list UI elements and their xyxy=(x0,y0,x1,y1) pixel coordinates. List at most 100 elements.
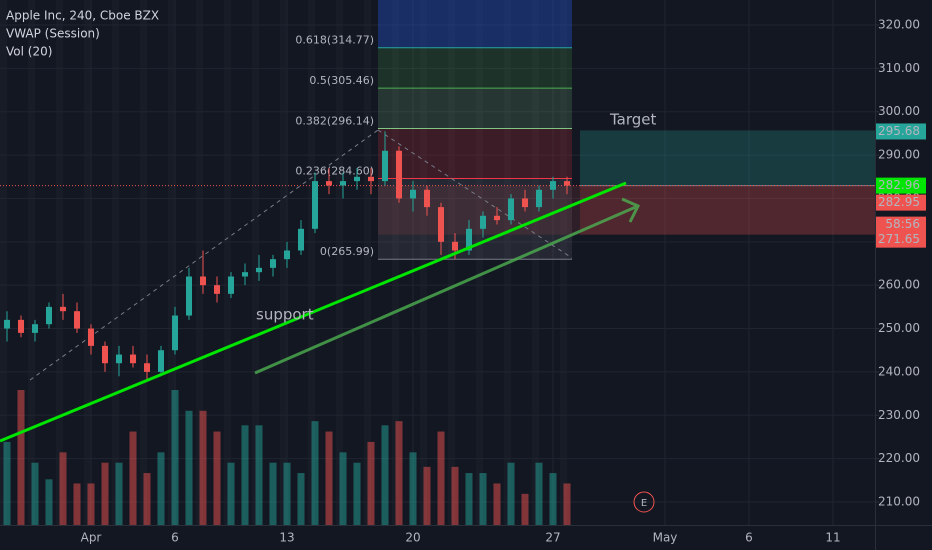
y-tick-label: 290.00 xyxy=(878,148,920,162)
position-history xyxy=(378,185,580,235)
session-stripe xyxy=(308,0,315,525)
countdown: 58:56 xyxy=(885,217,920,231)
candle-body xyxy=(144,363,150,372)
trend-arrow xyxy=(254,197,641,375)
volume-bar xyxy=(451,466,459,525)
fib-level-label: 0.382(296.14) xyxy=(295,114,374,127)
fib-trend-line xyxy=(377,129,573,259)
volume-bar xyxy=(101,462,109,525)
volume-bar xyxy=(255,425,263,525)
volume-bar xyxy=(465,473,473,525)
volume-bar xyxy=(3,441,11,525)
volume-bar xyxy=(171,390,179,525)
session-stripe xyxy=(168,0,175,525)
candle-body xyxy=(18,319,24,333)
candle-body xyxy=(172,315,178,351)
session-stripe xyxy=(84,0,91,525)
fib-band xyxy=(378,128,572,179)
support-line xyxy=(0,181,627,443)
legend: Apple Inc, 240, Cboe BZX VWAP (Session) … xyxy=(6,9,159,59)
candle-body xyxy=(340,181,346,186)
candle-body xyxy=(4,319,10,329)
candle-body xyxy=(382,150,388,182)
session-stripe xyxy=(112,0,119,525)
fib-band xyxy=(378,0,572,48)
x-tick-label: 6 xyxy=(745,531,753,545)
candle-body xyxy=(116,354,122,364)
volume-bar xyxy=(199,410,207,525)
target-price-tag: 295.68 xyxy=(878,124,920,138)
session-stripe xyxy=(56,0,63,525)
volume-bar xyxy=(283,462,291,525)
x-tick-label: Apr xyxy=(81,531,102,545)
y-tick-label: 230.00 xyxy=(878,408,920,422)
volume-bar xyxy=(535,462,543,525)
volume-bar xyxy=(185,410,193,525)
volume-bar xyxy=(325,431,333,525)
y-tick-label: 250.00 xyxy=(878,321,920,335)
y-tick-label: 300.00 xyxy=(878,104,920,118)
volume-bar xyxy=(227,462,235,525)
session-stripe xyxy=(252,0,259,525)
target-price-tag-bg xyxy=(876,123,926,140)
candle-body xyxy=(410,189,416,199)
candle-body xyxy=(438,207,444,242)
background-layer xyxy=(0,0,875,525)
last-price-tag-bg xyxy=(876,177,926,194)
volume-bar xyxy=(31,462,39,525)
session-stripe xyxy=(196,0,203,525)
candle-body xyxy=(74,311,80,329)
candle-body xyxy=(452,241,458,251)
candle-body xyxy=(536,189,542,208)
volume-bar xyxy=(269,462,277,525)
y-tick-label: 210.00 xyxy=(878,494,920,508)
stop-zone xyxy=(580,185,875,235)
candle-body xyxy=(46,306,52,325)
volume-bar xyxy=(395,421,403,525)
x-tick-label: May xyxy=(653,531,678,545)
session-stripe xyxy=(28,0,35,525)
last-price-tag: 282.96 xyxy=(878,178,920,192)
candle-body xyxy=(564,181,570,186)
candle-body xyxy=(508,198,514,221)
y-tick-label: 240.00 xyxy=(878,364,920,378)
x-tick-label: 13 xyxy=(279,531,294,545)
target-annotation: Target xyxy=(609,111,657,129)
candle-body xyxy=(494,215,500,221)
candle-body xyxy=(256,267,262,273)
session-stripe xyxy=(280,0,287,525)
volume-bar xyxy=(45,479,53,525)
candle-body xyxy=(214,285,220,294)
volume-bar xyxy=(549,473,557,525)
session-stripe xyxy=(224,0,231,525)
earnings-marker xyxy=(633,491,655,513)
y-tick-label: 320.00 xyxy=(878,18,920,32)
volume-bar xyxy=(73,483,81,525)
session-stripe xyxy=(364,0,371,525)
axis-layer: 210.00 220.00 230.00 240.00 250.00 260.00 27 0.… xyxy=(81,18,926,545)
volume-bar xyxy=(297,473,305,525)
volume-bar xyxy=(87,483,95,525)
countdown-bg xyxy=(876,216,926,233)
candle-body xyxy=(480,215,486,229)
volume-bar xyxy=(423,466,431,525)
volume-bar xyxy=(479,473,487,525)
candle-body xyxy=(522,198,528,208)
volume-bar xyxy=(129,431,137,525)
candle-body xyxy=(186,276,192,316)
volume-bar xyxy=(353,462,361,525)
candle-body xyxy=(368,176,374,182)
candle-body xyxy=(396,150,402,199)
y-tick-label: 310.00 xyxy=(878,61,920,75)
candle-body xyxy=(466,228,472,251)
candle-body xyxy=(88,328,94,346)
stop-price-tag-bg xyxy=(876,231,926,248)
symbol-title: Apple Inc, 240, Cboe BZX xyxy=(6,9,159,23)
session-stripe xyxy=(476,0,483,525)
earnings-label: E xyxy=(641,498,647,509)
volume-bar xyxy=(241,425,249,525)
fib-band xyxy=(378,88,572,129)
volume-bar xyxy=(17,390,25,525)
session-stripe xyxy=(448,0,455,525)
